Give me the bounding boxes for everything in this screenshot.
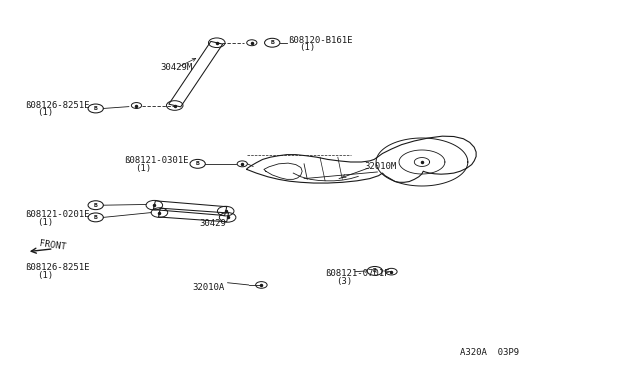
Text: ß08121-0201E: ß08121-0201E <box>26 210 90 219</box>
Text: (1): (1) <box>37 108 53 118</box>
Text: A320A  03P9: A320A 03P9 <box>460 349 519 357</box>
Text: B: B <box>94 215 97 220</box>
Text: (1): (1) <box>37 271 53 280</box>
Text: (1): (1) <box>135 164 151 173</box>
Text: (3): (3) <box>337 277 353 286</box>
Text: 32010A: 32010A <box>193 283 225 292</box>
Text: ß08126-8251E: ß08126-8251E <box>26 101 90 110</box>
Text: 30429M: 30429M <box>161 63 193 72</box>
Text: (1): (1) <box>37 218 53 227</box>
Text: ß08121-0701F: ß08121-0701F <box>325 269 390 278</box>
Text: ß08121-0301E: ß08121-0301E <box>124 156 188 166</box>
Text: B: B <box>94 203 97 208</box>
Text: B: B <box>373 269 377 273</box>
Text: B: B <box>94 106 97 111</box>
Text: 30429: 30429 <box>199 219 226 228</box>
Text: ß08120-B161E: ß08120-B161E <box>288 36 353 45</box>
Text: 32010M: 32010M <box>365 162 397 171</box>
Text: (1): (1) <box>300 44 316 52</box>
Text: B: B <box>270 40 274 45</box>
Text: FRONT: FRONT <box>38 240 66 252</box>
Text: ß08126-8251E: ß08126-8251E <box>26 263 90 272</box>
Text: B: B <box>196 161 200 166</box>
